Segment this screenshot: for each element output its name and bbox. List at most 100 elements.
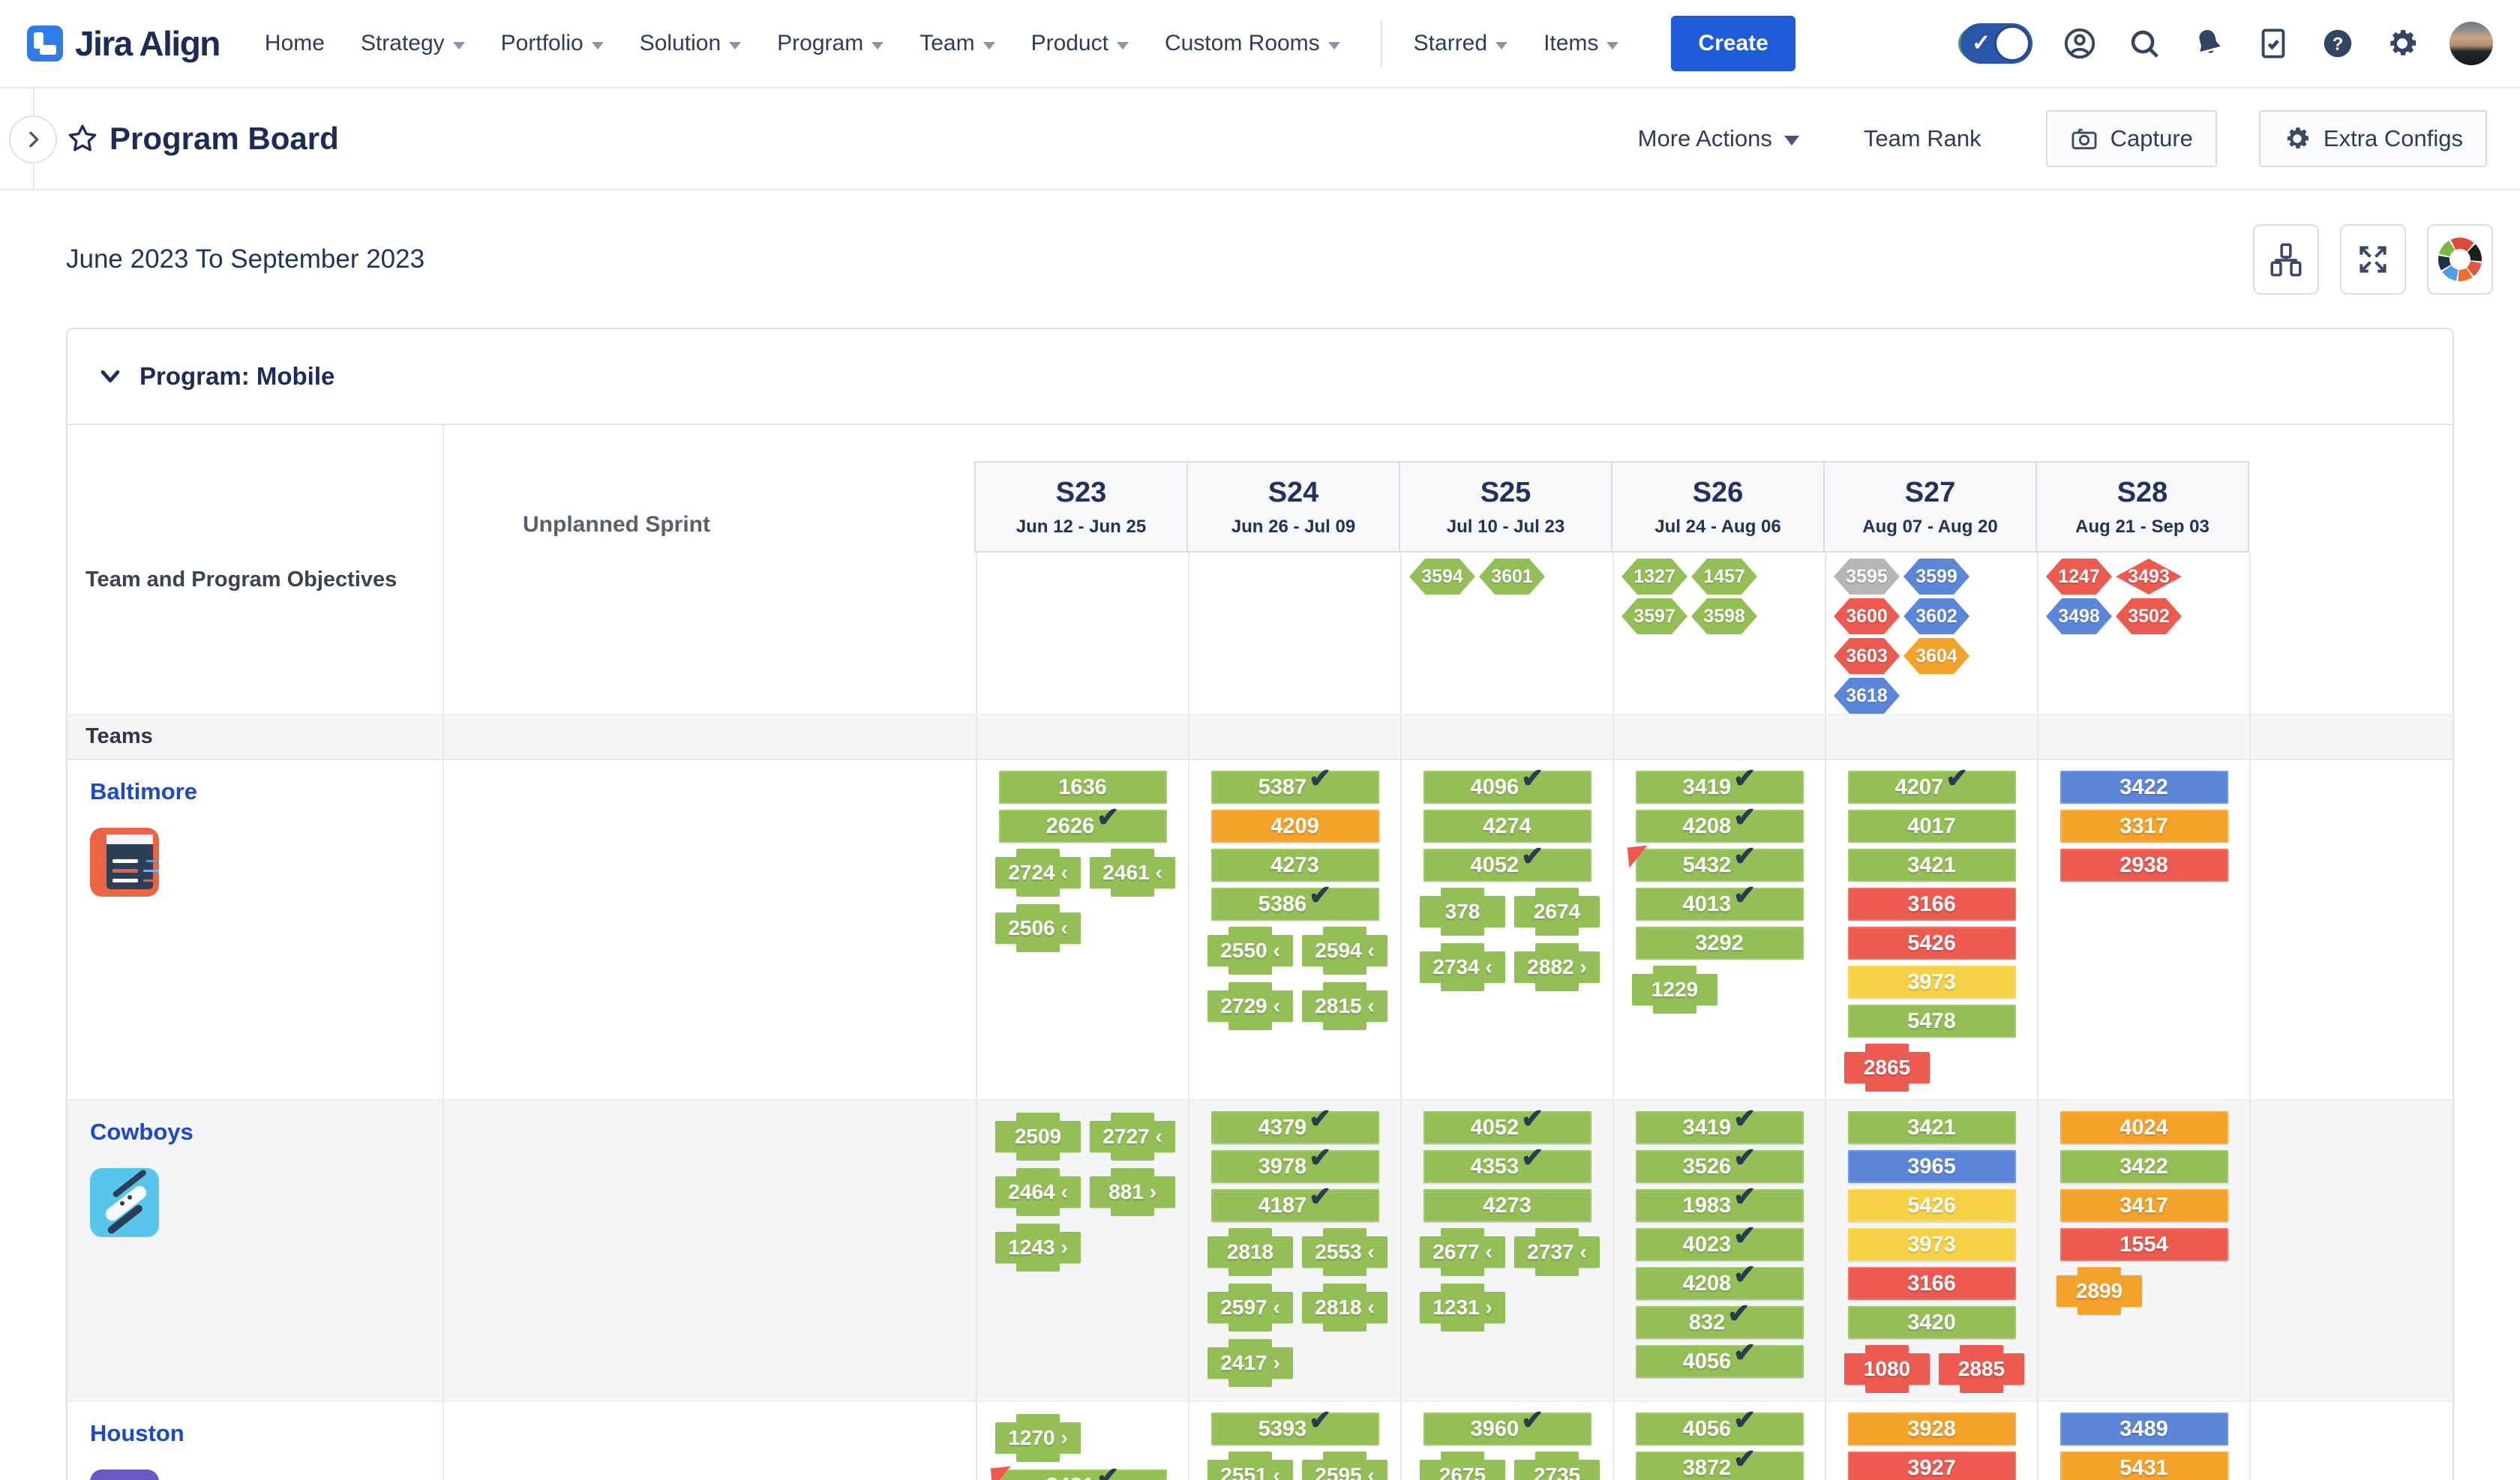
objective-badge[interactable]: 3599: [1904, 559, 1970, 595]
split-chip[interactable]: 2677 ‹: [1420, 1228, 1505, 1276]
story-chip[interactable]: 1983✔: [1635, 1183, 1804, 1222]
story-chip[interactable]: 3422: [2060, 1150, 2228, 1183]
split-chip[interactable]: 2551 ‹: [1208, 1452, 1293, 1480]
objective-badge[interactable]: 3498: [2046, 598, 2112, 634]
tasks-icon[interactable]: [2256, 26, 2290, 61]
team-link[interactable]: Cowboys: [90, 1119, 194, 1145]
hierarchy-view-button[interactable]: [2253, 223, 2319, 295]
split-chip[interactable]: 1229: [1632, 966, 1718, 1014]
story-chip[interactable]: 4052✔: [1423, 843, 1592, 882]
story-chip[interactable]: 4274: [1423, 810, 1592, 843]
story-chip[interactable]: 4013✔: [1635, 882, 1804, 921]
objective-badge[interactable]: 3602: [1904, 598, 1970, 634]
create-button[interactable]: Create: [1671, 16, 1796, 71]
story-chip[interactable]: 5478: [1847, 1005, 2016, 1038]
objective-badge[interactable]: 3597: [1622, 598, 1688, 634]
split-chip[interactable]: 2724 ‹: [995, 849, 1081, 897]
split-chip[interactable]: 378: [1420, 888, 1505, 936]
objective-badge[interactable]: 3598: [1691, 598, 1757, 634]
nav-item-home[interactable]: Home: [265, 31, 325, 56]
story-chip[interactable]: 4023✔: [1635, 1222, 1804, 1261]
story-chip[interactable]: 4024: [2060, 1111, 2228, 1144]
nav-item-solution[interactable]: Solution: [640, 31, 742, 56]
story-chip[interactable]: 4353✔: [1423, 1144, 1592, 1183]
story-chip[interactable]: 4017: [1847, 810, 2016, 843]
nav-toggle[interactable]: ✓: [1958, 23, 2032, 64]
notifications-icon[interactable]: [2192, 26, 2226, 61]
story-chip[interactable]: 3927: [1847, 1452, 2016, 1480]
objective-badge[interactable]: 3604: [1904, 638, 1970, 674]
split-chip[interactable]: 1231 ›: [1420, 1284, 1505, 1332]
split-chip[interactable]: 2865: [1844, 1044, 1930, 1092]
story-chip[interactable]: 3421: [1847, 1111, 2016, 1144]
capture-button[interactable]: Capture: [2045, 110, 2217, 167]
brand[interactable]: Jira Align: [27, 23, 220, 64]
split-chip[interactable]: 2885: [1939, 1345, 2024, 1393]
story-chip[interactable]: 3166: [1847, 1267, 2016, 1300]
story-chip[interactable]: 2938: [2060, 849, 2228, 882]
objective-badge[interactable]: 1247: [2046, 559, 2112, 595]
nav-item-items[interactable]: Items: [1544, 31, 1619, 56]
split-chip[interactable]: 1270 ›: [995, 1414, 1081, 1462]
story-chip[interactable]: 3526✔: [1635, 1144, 1804, 1183]
nav-item-team[interactable]: Team: [920, 31, 995, 56]
story-chip[interactable]: 5431: [2060, 1452, 2228, 1480]
sidebar-expand-button[interactable]: [9, 115, 57, 163]
story-chip[interactable]: 3973: [1847, 1228, 2016, 1261]
help-icon[interactable]: ?: [2320, 26, 2355, 61]
more-actions-menu[interactable]: More Actions: [1638, 125, 1799, 152]
story-chip[interactable]: 3872✔: [1635, 1446, 1804, 1480]
story-chip[interactable]: 3420: [1847, 1306, 2016, 1339]
story-chip[interactable]: 4273: [1423, 1189, 1592, 1222]
split-chip[interactable]: 2417 ›: [1208, 1339, 1293, 1387]
sprint-header-s27[interactable]: S27 Aug 07 - Aug 20: [1823, 461, 2037, 553]
team-link[interactable]: Baltimore: [90, 778, 197, 804]
story-chip[interactable]: 3419✔: [1635, 1105, 1804, 1144]
story-chip[interactable]: 3422: [2060, 771, 2228, 804]
settings-icon[interactable]: [2385, 26, 2420, 61]
objective-badge[interactable]: 3595: [1834, 559, 1900, 595]
split-chip[interactable]: 2553 ‹: [1302, 1228, 1388, 1276]
story-chip[interactable]: 5426: [1847, 1189, 2016, 1222]
story-chip[interactable]: 3417: [2060, 1189, 2228, 1222]
search-icon[interactable]: [2127, 26, 2162, 61]
story-chip[interactable]: 4207✔: [1847, 765, 2016, 804]
user-avatar[interactable]: [2450, 22, 2493, 65]
split-chip[interactable]: 2597 ‹: [1208, 1284, 1293, 1332]
story-chip[interactable]: 5432✔: [1627, 843, 1804, 882]
story-chip[interactable]: 1554: [2060, 1228, 2228, 1261]
story-chip[interactable]: 3292: [1635, 927, 1804, 960]
split-chip[interactable]: 2675: [1420, 1452, 1505, 1480]
story-chip[interactable]: 5426: [1847, 927, 2016, 960]
story-chip[interactable]: 5393✔: [1210, 1407, 1379, 1446]
team-rank-link[interactable]: Team Rank: [1863, 125, 1982, 151]
story-chip[interactable]: 4056✔: [1635, 1339, 1804, 1378]
nav-item-starred[interactable]: Starred: [1414, 31, 1508, 56]
story-chip[interactable]: 3317: [2060, 810, 2228, 843]
profile-icon[interactable]: [2062, 26, 2097, 61]
story-chip[interactable]: 3419✔: [1635, 765, 1804, 804]
sprint-header-s26[interactable]: S26 Jul 24 - Aug 06: [1611, 461, 1825, 553]
objective-badge[interactable]: 3618: [1834, 678, 1900, 714]
story-chip[interactable]: 4379✔: [1210, 1105, 1379, 1144]
story-chip[interactable]: 4187✔: [1210, 1183, 1379, 1222]
split-chip[interactable]: 2882 ›: [1514, 943, 1600, 991]
split-chip[interactable]: 2464 ‹: [995, 1168, 1081, 1216]
split-chip[interactable]: 2815 ‹: [1302, 982, 1388, 1030]
story-chip[interactable]: 5387✔: [1210, 765, 1379, 804]
split-chip[interactable]: 2461 ‹: [1090, 849, 1175, 897]
story-chip[interactable]: 3166: [1847, 888, 2016, 921]
split-chip[interactable]: 2727 ‹: [1090, 1113, 1175, 1161]
split-chip[interactable]: 1243 ›: [995, 1224, 1081, 1272]
objective-badge[interactable]: 3601: [1479, 559, 1545, 595]
nav-item-custom-rooms[interactable]: Custom Rooms: [1165, 31, 1340, 56]
split-chip[interactable]: 2737 ‹: [1514, 1228, 1600, 1276]
objective-badge[interactable]: 3493: [2116, 559, 2182, 595]
split-chip[interactable]: 2509: [995, 1113, 1081, 1161]
story-chip[interactable]: 4273: [1210, 849, 1379, 882]
split-chip[interactable]: 2735: [1514, 1452, 1600, 1480]
story-chip[interactable]: 5386✔: [1210, 882, 1379, 921]
story-chip[interactable]: 4056✔: [1635, 1407, 1804, 1446]
split-chip[interactable]: 2550 ‹: [1208, 927, 1293, 975]
story-chip[interactable]: 2626✔: [998, 804, 1167, 843]
